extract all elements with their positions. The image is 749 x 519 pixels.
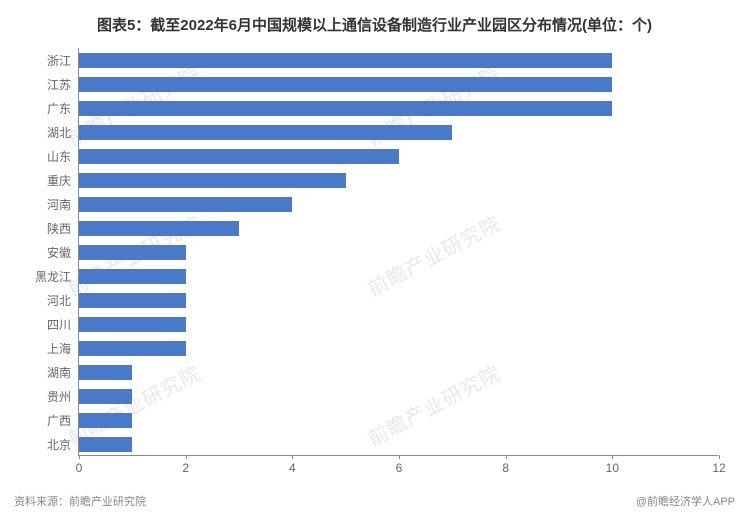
plot: 024681012浙江江苏广东湖北山东重庆河南陕西安徽黑龙江河北四川上海湖南贵州… xyxy=(78,48,718,456)
bar xyxy=(79,77,612,92)
bar xyxy=(79,269,186,284)
x-tick-label: 10 xyxy=(606,461,619,475)
bar xyxy=(79,221,239,236)
bar-row: 陕西 xyxy=(79,221,239,236)
bar xyxy=(79,197,292,212)
bar-row: 上海 xyxy=(79,341,186,356)
y-label: 安徽 xyxy=(47,244,79,261)
y-label: 江苏 xyxy=(47,76,79,93)
attribution: @前瞻经济学人APP xyxy=(636,493,735,509)
y-label: 广东 xyxy=(47,100,79,117)
bar-row: 广西 xyxy=(79,413,132,428)
y-label: 四川 xyxy=(47,316,79,333)
bar xyxy=(79,125,452,140)
bar-row: 湖北 xyxy=(79,125,452,140)
bar xyxy=(79,245,186,260)
y-label: 贵州 xyxy=(47,388,79,405)
bar xyxy=(79,413,132,428)
chart-title: 图表5：截至2022年6月中国规模以上通信设备制造行业产业园区分布情况(单位：个… xyxy=(0,0,749,45)
bar xyxy=(79,317,186,332)
x-tick-label: 6 xyxy=(396,461,403,475)
bar-row: 贵州 xyxy=(79,389,132,404)
y-label: 重庆 xyxy=(47,172,79,189)
bar-row: 黑龙江 xyxy=(79,269,186,284)
x-tick-label: 12 xyxy=(712,461,725,475)
bar-row: 江苏 xyxy=(79,77,612,92)
bar xyxy=(79,101,612,116)
chart-area: 024681012浙江江苏广东湖北山东重庆河南陕西安徽黑龙江河北四川上海湖南贵州… xyxy=(78,48,718,456)
bar xyxy=(79,341,186,356)
bar xyxy=(79,389,132,404)
y-label: 陕西 xyxy=(47,220,79,237)
bar-row: 浙江 xyxy=(79,53,612,68)
y-label: 河南 xyxy=(47,196,79,213)
x-tick-label: 0 xyxy=(76,461,83,475)
bar-row: 安徽 xyxy=(79,245,186,260)
source-label: 资料来源：前瞻产业研究院 xyxy=(14,493,146,509)
y-label: 广西 xyxy=(47,412,79,429)
y-label: 湖北 xyxy=(47,124,79,141)
bar xyxy=(79,149,399,164)
y-label: 河北 xyxy=(47,292,79,309)
bar-row: 广东 xyxy=(79,101,612,116)
y-label: 山东 xyxy=(47,148,79,165)
bar xyxy=(79,437,132,452)
bar-row: 山东 xyxy=(79,149,399,164)
bar xyxy=(79,173,346,188)
bar-row: 湖南 xyxy=(79,365,132,380)
footer: 资料来源：前瞻产业研究院 @前瞻经济学人APP xyxy=(14,493,735,509)
bar-row: 北京 xyxy=(79,437,132,452)
x-tick-label: 4 xyxy=(289,461,296,475)
y-label: 黑龙江 xyxy=(35,268,79,285)
x-tick-label: 8 xyxy=(502,461,509,475)
bar-row: 四川 xyxy=(79,317,186,332)
bar-row: 重庆 xyxy=(79,173,346,188)
bar xyxy=(79,293,186,308)
bar-row: 河南 xyxy=(79,197,292,212)
x-tick-label: 2 xyxy=(182,461,189,475)
y-label: 上海 xyxy=(47,340,79,357)
y-label: 湖南 xyxy=(47,364,79,381)
y-label: 浙江 xyxy=(47,52,79,69)
bar-row: 河北 xyxy=(79,293,186,308)
bar xyxy=(79,365,132,380)
y-label: 北京 xyxy=(47,436,79,453)
bar xyxy=(79,53,612,68)
